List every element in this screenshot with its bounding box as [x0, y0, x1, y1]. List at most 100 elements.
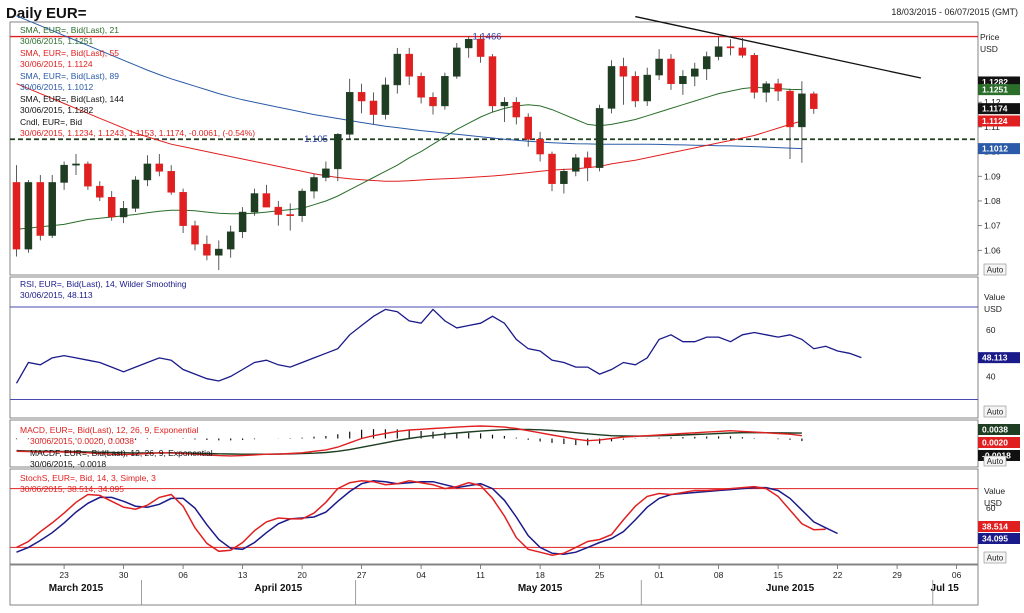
candle-body — [429, 97, 437, 107]
rsi-plot: 40 60 48.113 — [10, 306, 1020, 401]
date-tick-label: 11 — [476, 570, 485, 580]
stoch-tag — [978, 533, 1020, 544]
legend-sma89-label: SMA, EUR=, Bid(Last), 89 — [20, 71, 119, 81]
candle-body — [24, 182, 33, 250]
candle-body — [250, 193, 259, 213]
candle-body — [143, 163, 152, 181]
legend-sma21-value: 30/06/2015, 1.1251 — [20, 36, 94, 46]
price-axis-unit: USD — [980, 44, 998, 54]
legend-sma144-value: 30/06/2015, 1.1282 — [20, 105, 94, 115]
candle-body — [48, 182, 56, 236]
legend-stoch-label: StochS, EUR=, Bid, 14, 3, Simple, 3 — [20, 473, 156, 483]
candle-body — [357, 92, 366, 102]
rsi-axis-title: Value — [984, 292, 1005, 302]
price-tick-label: 1.09 — [984, 171, 1001, 181]
date-tick-label: 18 — [535, 570, 545, 580]
candle-body — [286, 214, 294, 217]
candle-body — [607, 66, 616, 109]
candle-body — [167, 171, 175, 193]
legend-candle-value: 30/06/2015, 1.1234, 1.1243, 1.1153, 1.11… — [20, 128, 255, 138]
macd-tag-label: 0.0038 — [982, 425, 1008, 435]
price-tick-label: 1.12 — [984, 97, 1001, 107]
auto-button-price[interactable]: Auto — [983, 263, 1007, 276]
candle-body — [72, 163, 80, 166]
date-tick-label: 06 — [178, 570, 188, 580]
svg-text:Auto: Auto — [987, 266, 1004, 275]
legend-sma21-label: SMA, EUR=, Bid(Last), 21 — [20, 25, 119, 35]
macd-line — [16, 425, 802, 457]
legend-macdf-value: 30/06/2015, -0.0018 — [30, 459, 106, 469]
price-tick-label: 1.08 — [984, 196, 1001, 206]
legend-sma55-value: 30/06/2015, 1.1124 — [20, 59, 93, 69]
candle-body — [702, 56, 711, 70]
date-tick-label: 15 — [773, 570, 783, 580]
auto-button-macd[interactable]: Auto — [983, 455, 1007, 467]
rsi-axis-unit: USD — [984, 304, 1002, 314]
candle-body — [583, 157, 592, 168]
candle-body — [453, 47, 461, 77]
candle-body — [262, 193, 271, 208]
candle-body — [488, 56, 497, 107]
macd-tag — [978, 437, 1020, 448]
candle-body — [107, 196, 116, 218]
candle-body — [679, 76, 687, 84]
sma55-line — [16, 83, 803, 182]
auto-button-stoch[interactable]: Auto — [983, 551, 1007, 564]
candle-body — [131, 179, 140, 209]
candle-body — [560, 171, 568, 184]
candle-body — [595, 108, 604, 168]
rsi-tick-label: 40 — [986, 371, 996, 381]
legend-candle-label: Cndl, EUR=, Bid — [20, 117, 82, 127]
price-tick-label: 1.06 — [984, 245, 1001, 255]
price-tag-label: 1.1251 — [982, 85, 1008, 95]
candle-body — [572, 157, 580, 172]
price-tag — [978, 143, 1020, 155]
candle-body — [96, 185, 104, 198]
candle-body — [345, 92, 354, 135]
price-tag — [978, 115, 1020, 127]
month-label: June 2015 — [766, 583, 815, 594]
legend-sma89-value: 30/06/2015, 1.1012 — [20, 82, 94, 92]
rsi-tag — [978, 352, 1020, 364]
candle-body — [215, 248, 223, 256]
rsi-panel — [9, 276, 979, 419]
legend-rsi-value: 30/06/2015, 48.113 — [20, 290, 93, 300]
stoch-axis-title: Value — [984, 486, 1005, 496]
trendline — [635, 15, 922, 79]
candle-body — [405, 53, 413, 77]
candle-body — [369, 100, 378, 115]
stoch-axis-unit: USD — [984, 498, 1002, 508]
date-tick-label: 23 — [59, 570, 69, 580]
candle-body — [774, 83, 782, 92]
candle-body — [60, 164, 68, 183]
candle-body — [310, 177, 318, 192]
x-axis-labels: 23 30 06 13 20 27 04 11 18 25 01 08 15 22 29 06 March 20… — [49, 565, 962, 605]
candle-body — [203, 243, 211, 256]
chart-title: Daily EUR= — [6, 5, 87, 22]
rsi-tick-label: 60 — [986, 325, 996, 335]
candle-body — [36, 182, 45, 236]
month-label: May 2015 — [518, 583, 563, 594]
candle-body — [226, 231, 235, 250]
auto-button-rsi[interactable]: Auto — [983, 405, 1007, 418]
date-tick-label: 06 — [952, 570, 962, 580]
candle-body — [631, 76, 640, 102]
svg-text:Auto: Auto — [987, 554, 1004, 563]
candle-body — [393, 53, 402, 86]
rsi-tag-label: 48.113 — [982, 353, 1008, 363]
candle-body — [726, 46, 735, 49]
candle-body — [524, 116, 532, 140]
candle-body — [441, 76, 449, 107]
price-tag-label: 1.1124 — [982, 116, 1008, 126]
stoch-tag-label: 34.095 — [982, 534, 1008, 544]
candle-body — [84, 163, 92, 187]
candle-body — [119, 208, 128, 218]
candle-body — [512, 101, 521, 118]
date-axis — [9, 564, 979, 606]
candle-body — [714, 46, 723, 57]
candle-body — [655, 58, 663, 76]
candle-body — [762, 83, 770, 93]
price-legend: SMA, EUR=, Bid(Last), 21 30/06/2015, 1.1… — [20, 25, 255, 138]
